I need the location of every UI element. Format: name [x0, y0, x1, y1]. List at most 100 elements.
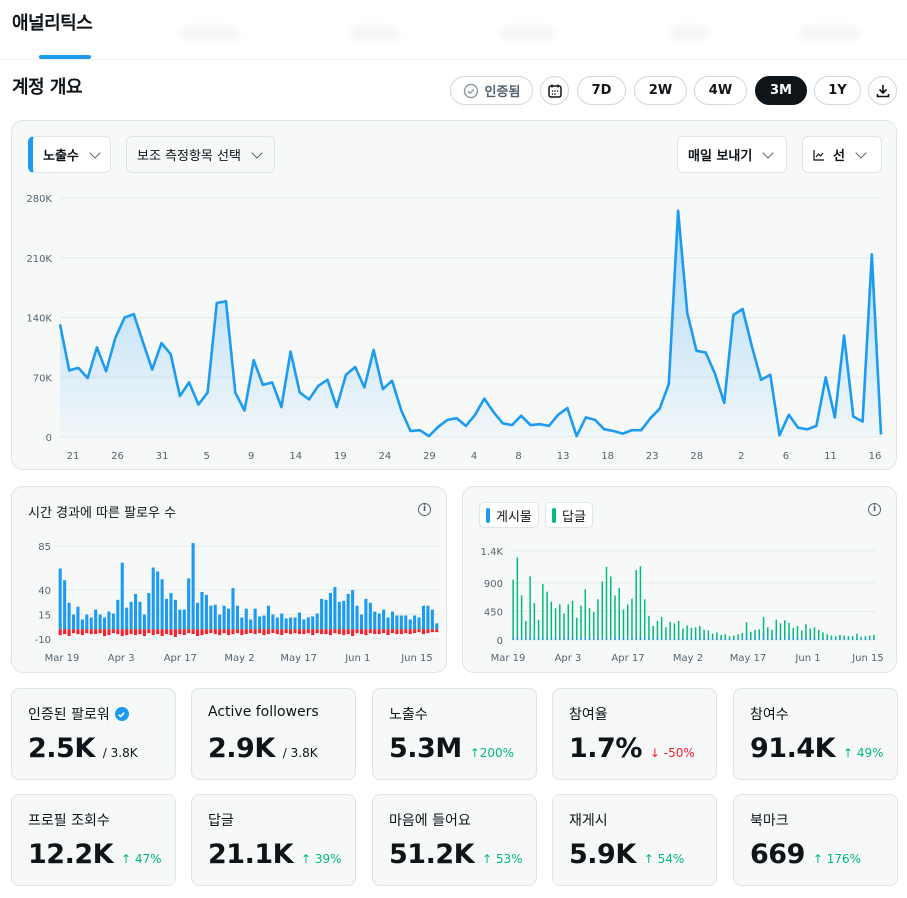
stat-card[interactable]: 재게시 5.9K ↑ 54% [552, 794, 717, 886]
bar [58, 568, 62, 630]
stat-change: ↑ 39% [301, 852, 342, 866]
bar [244, 608, 248, 630]
bar [648, 637, 650, 640]
download-button[interactable] [868, 76, 897, 105]
stat-change: ↓ -50% [649, 746, 695, 760]
followers-chart-card [11, 486, 447, 673]
stat-card[interactable]: 북마크 669 ↑ 176% [733, 794, 898, 886]
tab-blurred[interactable] [350, 26, 400, 40]
bar [293, 629, 297, 634]
stat-card[interactable]: 답글 21.1K ↑ 39% [191, 794, 356, 886]
bar [359, 629, 364, 635]
bar [382, 609, 386, 630]
bar [89, 629, 93, 635]
stat-label-text: 마음에 들어요 [389, 813, 471, 829]
verified-filter-button[interactable]: 인증됨 [450, 76, 533, 105]
stat-change: ↑ 47% [121, 852, 162, 866]
bar [164, 629, 169, 635]
export-dropdown[interactable]: 매일 보내기 [677, 136, 787, 173]
bar [597, 599, 599, 640]
legend-posts[interactable]: 게시물 [479, 502, 539, 528]
bar [289, 629, 293, 635]
tab-blurred[interactable] [670, 26, 710, 40]
range-3m-button[interactable]: 3M [755, 76, 807, 105]
bar [271, 629, 275, 634]
bar [694, 627, 697, 640]
bar [605, 637, 608, 640]
bar [302, 619, 306, 630]
stat-value-row: 669 ↑ 176% [750, 839, 861, 870]
stat-label: 노출수 [389, 704, 428, 724]
calendar-button[interactable] [540, 76, 569, 105]
stat-card[interactable]: 마음에 들어요 51.2K ↑ 53% [372, 794, 537, 886]
bar [107, 629, 111, 636]
bar [302, 629, 306, 635]
primary-metric-dropdown[interactable]: 노출수 [28, 136, 111, 173]
stat-card[interactable]: Active followers 2.9K / 3.8K [191, 688, 356, 780]
x-tick-label: 31 [156, 451, 169, 462]
stat-card[interactable]: 프로필 조회수 12.2K ↑ 47% [11, 794, 176, 886]
bar [711, 638, 714, 640]
range-2w-button[interactable]: 2W [634, 76, 687, 105]
tab-blurred[interactable] [500, 26, 555, 40]
bar [771, 638, 773, 640]
stat-value: 669 [750, 839, 805, 870]
verified-badge-icon [114, 707, 129, 721]
bar [151, 629, 155, 636]
bar [413, 615, 417, 630]
bar [133, 629, 138, 636]
bar [399, 615, 403, 630]
bar [116, 629, 120, 635]
bar [758, 637, 761, 640]
chart-type-label: 선 [833, 149, 845, 164]
bar [111, 613, 115, 630]
tab-active-indicator [39, 55, 91, 59]
secondary-metric-dropdown[interactable]: 보조 측정항목 선택 [126, 136, 275, 173]
stat-card[interactable]: 참여율 1.7% ↓ -50% [552, 688, 717, 780]
bar [843, 635, 845, 640]
bar [368, 602, 372, 630]
bar [297, 629, 301, 635]
tab-blurred[interactable] [800, 26, 860, 40]
bar [533, 603, 536, 640]
bar [227, 608, 231, 630]
bar [280, 613, 284, 630]
bar [542, 584, 544, 640]
bar [275, 617, 279, 630]
range-1y-button[interactable]: 1Y [814, 76, 861, 105]
bar [235, 629, 239, 634]
stat-card[interactable]: 인증된 팔로워 2.5K / 3.8K [11, 688, 176, 780]
bar [703, 629, 705, 640]
bar [643, 638, 646, 640]
bar [142, 614, 146, 630]
range-4w-button[interactable]: 4W [694, 76, 747, 105]
range-7d-button[interactable]: 7D [577, 76, 626, 105]
tab-blurred[interactable] [180, 26, 240, 40]
stat-value-row: 21.1K ↑ 39% [208, 839, 342, 870]
bar [435, 629, 439, 633]
info-icon[interactable]: i [418, 503, 431, 516]
bar [129, 601, 133, 630]
stat-card[interactable]: 노출수 5.3M ↑200% [372, 688, 537, 780]
bar [337, 629, 341, 635]
legend-replies[interactable]: 답글 [545, 502, 593, 528]
bar [796, 637, 799, 640]
x-tick-label: May 17 [730, 653, 767, 664]
stat-card[interactable]: 참여수 91.4K ↑ 49% [733, 688, 898, 780]
x-tick-label: Apr 17 [611, 653, 644, 664]
bar [601, 636, 603, 640]
chart-type-dropdown[interactable]: 선 [802, 136, 882, 173]
info-icon[interactable]: i [868, 503, 881, 516]
tab-analytics[interactable]: 애널리틱스 [12, 13, 93, 34]
bar [351, 629, 355, 637]
bar [593, 637, 595, 640]
bar [762, 633, 765, 640]
legend-swatch [486, 507, 490, 523]
bar [779, 637, 782, 640]
bar [868, 638, 871, 640]
x-tick-label: Jun 1 [344, 653, 370, 664]
bar [762, 617, 765, 640]
y-tick-label: 210K [26, 254, 52, 265]
bar [563, 613, 565, 640]
bar [516, 557, 519, 640]
